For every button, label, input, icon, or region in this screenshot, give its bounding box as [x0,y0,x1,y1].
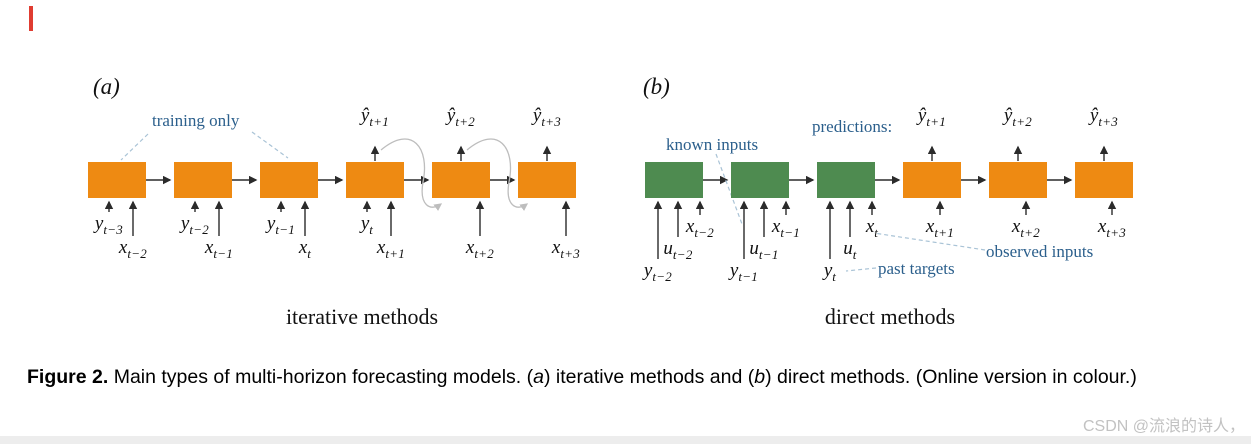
known-x-input-label: xt−2 [685,216,715,240]
model-cell-orange [903,162,961,198]
training-only-note: training only [152,111,240,130]
known-inputs-note: known inputs [666,135,759,154]
model-cell-orange [432,162,490,198]
page-bottom-strip [0,436,1251,444]
output-label: ŷt+2 [446,105,476,129]
model-cell-orange [1075,162,1133,198]
panel-b-label: (b) [643,74,670,99]
u-input-label: ut [843,238,857,262]
y-input-label: yt−3 [94,213,124,237]
csdn-watermark: CSDN @流浪的诗人， [1082,418,1245,435]
model-cell-orange [989,162,1047,198]
y-input-label: yt [360,213,374,237]
y-input-label: yt−2 [643,260,673,284]
output-label: ŷt+1 [917,105,947,129]
observed-inputs-note: observed inputs [986,242,1094,261]
model-cell-orange [174,162,232,198]
output-label: ŷt+1 [360,105,390,129]
model-cell-orange [518,162,576,198]
x-input-label: xt [298,237,312,261]
panel-b-caption: direct methods [824,304,956,329]
future-x-input-label: xt+1 [925,216,955,240]
figure-caption-label: Figure 2. [27,366,109,388]
y-input-label: yt [823,260,837,284]
training-only-pointer-line [251,131,289,159]
output-label: ŷt+3 [532,105,562,129]
x-input-label: xt+3 [551,237,581,261]
model-cell-green [817,162,875,198]
training-only-pointer-line [120,133,149,161]
x-input-label: xt−2 [118,237,148,261]
panel-a-caption: iterative methods [285,304,439,329]
output-label: ŷt+3 [1089,105,1119,129]
figure-caption: Figure 2. Main types of multi-horizon fo… [27,366,1137,388]
past-targets-note: past targets [878,259,955,278]
known-x-input-label: xt [865,216,879,240]
u-input-label: ut−1 [749,238,779,262]
future-x-input-label: xt+2 [1011,216,1041,240]
model-cell-green [645,162,703,198]
model-cell-green [731,162,789,198]
figure-caption-text: Main types of multi-horizon forecasting … [108,366,534,388]
x-input-label: xt−1 [204,237,234,261]
y-input-label: yt−2 [180,213,210,237]
output-label: ŷt+2 [1003,105,1033,129]
model-cell-orange [346,162,404,198]
future-x-input-label: xt+3 [1097,216,1127,240]
panel-a-label: (a) [93,74,120,99]
u-input-label: ut−2 [663,238,693,262]
y-input-label: yt−1 [729,260,759,284]
model-cell-orange [88,162,146,198]
y-input-label: yt−1 [266,213,296,237]
past-targets-pointer-line [845,267,877,272]
predictions-note: predictions: [812,117,893,136]
red-edge-marker [29,6,33,31]
model-cell-orange [260,162,318,198]
x-input-label: xt+2 [465,237,495,261]
known-x-input-label: xt−1 [771,216,801,240]
x-input-label: xt+1 [376,237,406,261]
